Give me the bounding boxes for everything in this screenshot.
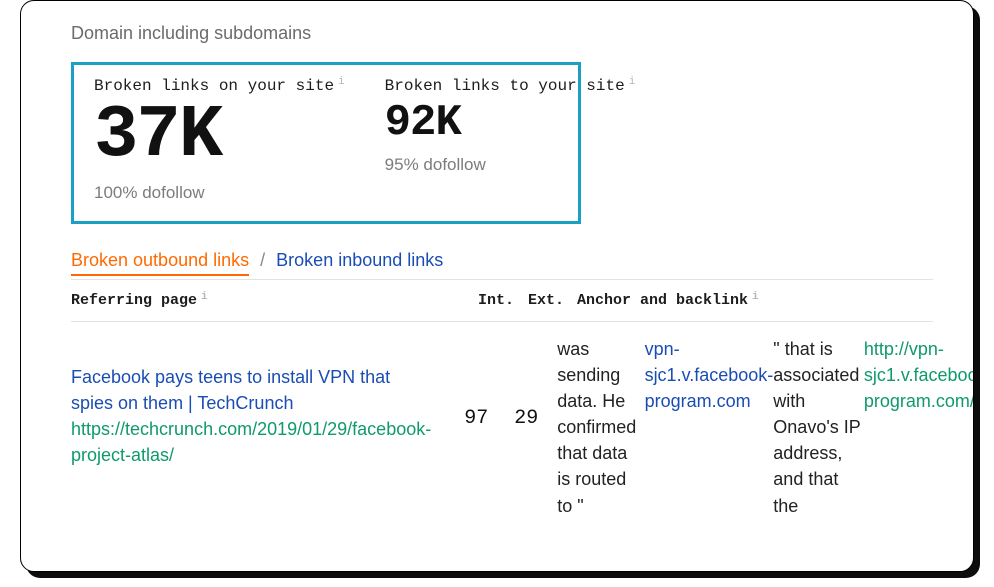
stat-label: Broken links on your site i <box>94 77 345 95</box>
anchor-link-domain[interactable]: vpn-sjc1.v.facebook-program.com <box>645 336 774 414</box>
tab-inbound[interactable]: Broken inbound links <box>276 250 443 270</box>
report-card: Domain including subdomains Broken links… <box>20 0 974 572</box>
anchor-text-mid: " that is associated with Onavo's IP add… <box>773 336 864 519</box>
col-referring-page[interactable]: Referring page <box>71 292 197 309</box>
info-icon[interactable]: i <box>338 77 345 88</box>
referring-page-url[interactable]: https://techcrunch.com/2019/01/29/facebo… <box>71 419 431 465</box>
domain-scope-label: Domain including subdomains <box>71 23 933 44</box>
col-int[interactable]: Int. <box>471 292 521 309</box>
stat-label: Broken links to your site i <box>385 77 636 95</box>
info-icon[interactable]: i <box>752 292 759 303</box>
stat-sub: 100% dofollow <box>94 183 345 203</box>
info-icon[interactable]: i <box>201 292 208 303</box>
col-anchor[interactable]: Anchor and backlink <box>577 292 748 309</box>
tab-separator: / <box>260 250 265 270</box>
cell-referring-page: Facebook pays teens to install VPN that … <box>71 364 451 468</box>
stat-value: 37K <box>94 99 345 173</box>
tab-outbound[interactable]: Broken outbound links <box>71 250 249 276</box>
divider <box>71 321 933 322</box>
stat-label-text: Broken links to your site <box>385 77 625 95</box>
tabs: Broken outbound links / Broken inbound l… <box>71 250 933 271</box>
divider <box>71 279 933 280</box>
col-ext[interactable]: Ext. <box>521 292 571 309</box>
table-row: Facebook pays teens to install VPN that … <box>71 330 933 519</box>
stat-value: 92K <box>385 99 636 147</box>
cell-anchor: was sending data. He confirmed that data… <box>551 336 974 519</box>
info-icon[interactable]: i <box>629 77 636 88</box>
anchor-backlink-url[interactable]: http://vpn-sjc1.v.facebook-program.com/ <box>864 336 974 414</box>
stat-label-text: Broken links on your site <box>94 77 334 95</box>
anchor-text-pre: was sending data. He confirmed that data… <box>557 336 644 519</box>
stat-broken-to-site: Broken links to your site i 92K 95% dofo… <box>385 77 636 203</box>
cell-counts: 97 29 <box>451 364 551 433</box>
stat-broken-on-site: Broken links on your site i 37K 100% dof… <box>94 77 345 203</box>
stat-sub: 95% dofollow <box>385 155 636 175</box>
stats-highlight-box: Broken links on your site i 37K 100% dof… <box>71 62 581 224</box>
table-header: Referring page i Int. Ext. Anchor and ba… <box>71 288 933 315</box>
ext-count: 29 <box>501 404 551 433</box>
referring-page-title[interactable]: Facebook pays teens to install VPN that … <box>71 367 390 413</box>
int-count: 97 <box>451 404 501 433</box>
